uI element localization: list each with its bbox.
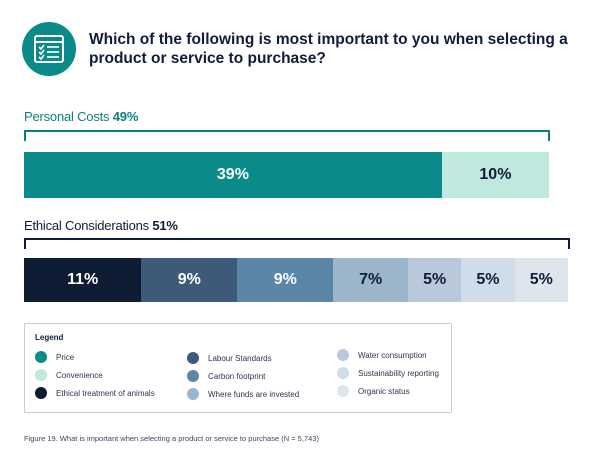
legend-swatch — [187, 352, 199, 364]
legend-item-ethical-treatment-of-animals: Ethical treatment of animals — [35, 387, 155, 399]
legend-swatch — [35, 351, 47, 363]
data-label: 5% — [423, 271, 447, 288]
checklist-icon — [22, 22, 76, 76]
legend-label: Where funds are invested — [208, 389, 300, 399]
bar-segment-carbon-footprint: 9% — [237, 258, 334, 302]
group-name: Personal Costs — [24, 109, 110, 124]
legend-label: Convenience — [56, 370, 103, 380]
bar-segment-price: 39% — [24, 152, 442, 198]
data-label: 9% — [177, 271, 201, 288]
legend-swatch — [337, 367, 349, 379]
legend-label: Organic status — [358, 386, 410, 396]
group-name: Ethical Considerations — [24, 218, 149, 233]
bar-segment-water-consumption: 5% — [407, 258, 462, 302]
legend-item-organic-status: Organic status — [337, 385, 410, 397]
bracket-personal-costs — [24, 130, 550, 141]
data-label: 7% — [359, 271, 383, 288]
figure-caption: Figure 19. What is important when select… — [24, 434, 319, 443]
bracket-ethical-considerations — [24, 238, 570, 249]
bar-segment-ethical-treatment-of-animals: 11% — [24, 258, 142, 302]
legend-title: Legend — [35, 333, 64, 342]
legend-swatch — [35, 369, 47, 381]
data-label: 39% — [216, 166, 249, 183]
bar-segment-organic-status: 5% — [514, 258, 568, 302]
legend-label: Carbon footprint — [208, 371, 266, 381]
bar-segment-sustainability-reporting: 5% — [461, 258, 515, 302]
group-total: 49% — [112, 109, 139, 124]
group-label-ethical-considerations: Ethical Considerations 51% — [24, 218, 178, 233]
data-label: 5% — [529, 271, 553, 288]
legend-item-water-consumption: Water consumption — [337, 349, 427, 361]
bar-segment-where-funds-are-invested: 7% — [333, 258, 408, 302]
chart-title: Which of the following is most important… — [89, 31, 568, 67]
legend-swatch — [35, 387, 47, 399]
bar-personal-costs: 39% 10% — [24, 152, 549, 198]
bar-segment-labour-standards: 9% — [141, 258, 238, 302]
legend-swatch — [337, 385, 349, 397]
data-label: 5% — [476, 271, 500, 288]
legend-label: Water consumption — [358, 350, 427, 360]
data-label: 9% — [273, 271, 297, 288]
legend-label: Ethical treatment of animals — [56, 388, 155, 398]
group-total: 51% — [152, 218, 178, 233]
legend-item-price: Price — [35, 351, 74, 363]
bar-ethical-considerations: 11% 9% 9% 7% 5% 5% 5% — [24, 258, 568, 302]
legend-item-carbon-footprint: Carbon footprint — [187, 370, 265, 382]
legend-item-labour-standards: Labour Standards — [187, 352, 272, 364]
bar-segment-convenience: 10% — [441, 152, 549, 198]
legend-item-sustainability-reporting: Sustainability reporting — [337, 367, 439, 379]
legend: Legend Price Convenience Ethical treatment… — [24, 323, 452, 413]
legend-item-where-funds-are-invested: Where funds are invested — [187, 388, 299, 400]
legend-label: Price — [56, 352, 75, 362]
data-label: 10% — [479, 166, 512, 183]
group-label-personal-costs: Personal Costs 49% — [24, 109, 138, 124]
legend-swatch — [187, 388, 199, 400]
legend-label: Labour Standards — [208, 353, 272, 363]
legend-swatch — [337, 349, 349, 361]
data-label: 11% — [67, 271, 99, 288]
legend-swatch — [187, 370, 199, 382]
legend-label: Sustainability reporting — [358, 368, 439, 378]
legend-item-convenience: Convenience — [35, 369, 103, 381]
